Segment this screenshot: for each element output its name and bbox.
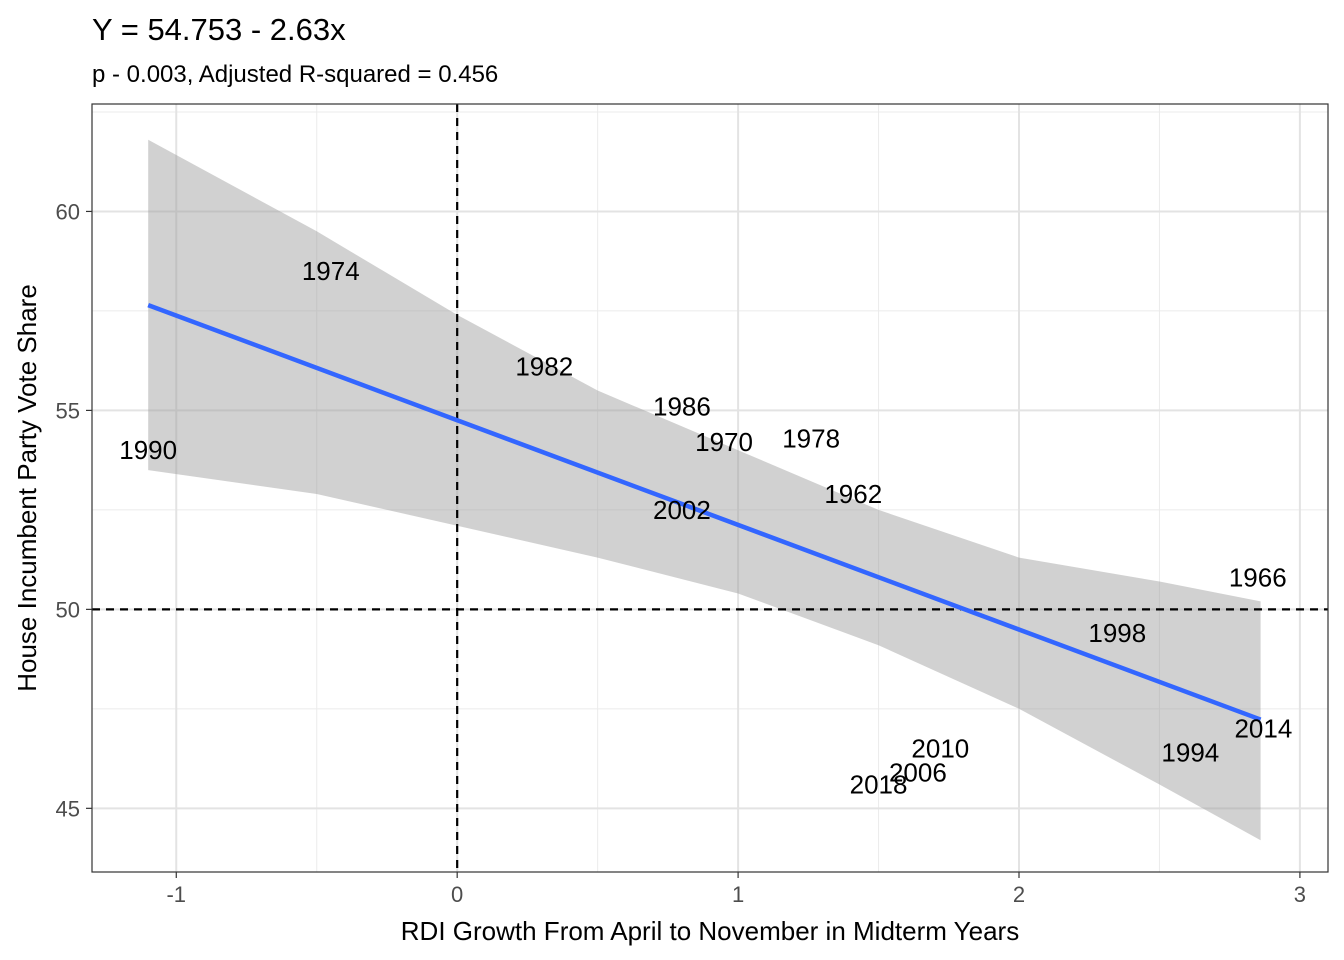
y-axis: 45 50 55 60 (56, 199, 92, 821)
point-label: 1978 (782, 423, 840, 453)
point-label: 2018 (850, 769, 908, 799)
x-axis: -1 0 1 2 3 (166, 872, 1306, 907)
y-axis-title: House Incumbent Party Vote Share (12, 284, 42, 692)
x-axis-title: RDI Growth From April to November in Mid… (401, 916, 1019, 946)
confidence-band (148, 139, 1261, 841)
chart-subtitle: p - 0.003, Adjusted R-squared = 0.456 (92, 61, 498, 88)
x-tick-label: 3 (1294, 882, 1306, 907)
regression-line (147, 303, 1262, 722)
point-label: 1970 (695, 427, 753, 457)
reference-lines (92, 104, 1328, 872)
y-tick-label: 55 (56, 398, 80, 423)
y-tick-label: 50 (56, 597, 80, 622)
point-label: 2010 (911, 734, 969, 764)
point-label: 1966 (1229, 563, 1287, 593)
point-label: 1982 (515, 352, 573, 382)
confidence-band-layer (148, 139, 1261, 841)
point-label: 1990 (119, 435, 177, 465)
fit-line-layer (147, 303, 1262, 722)
chart-title: Y = 54.753 - 2.63x (92, 12, 346, 47)
point-label: 1962 (824, 479, 882, 509)
point-label: 1974 (302, 256, 360, 286)
minor-gridlines (92, 104, 1328, 872)
y-tick-label: 45 (56, 796, 80, 821)
point-labels: 1990 1974 1982 1986 1970 1978 1962 2002 1966 1998… (119, 256, 1292, 799)
point-label: 1994 (1161, 738, 1219, 768)
y-tick-label: 60 (56, 199, 80, 224)
point-label: 2002 (653, 495, 711, 525)
x-tick-label: 2 (1013, 882, 1025, 907)
point-label: 2014 (1234, 714, 1292, 744)
plot-panel-border (91, 103, 1329, 873)
point-label: 1986 (653, 391, 711, 421)
point-label: 1998 (1088, 618, 1146, 648)
x-tick-label: -1 (166, 882, 186, 907)
x-tick-label: 0 (451, 882, 463, 907)
point-label: 2006 (889, 758, 947, 788)
x-tick-label: 1 (732, 882, 744, 907)
